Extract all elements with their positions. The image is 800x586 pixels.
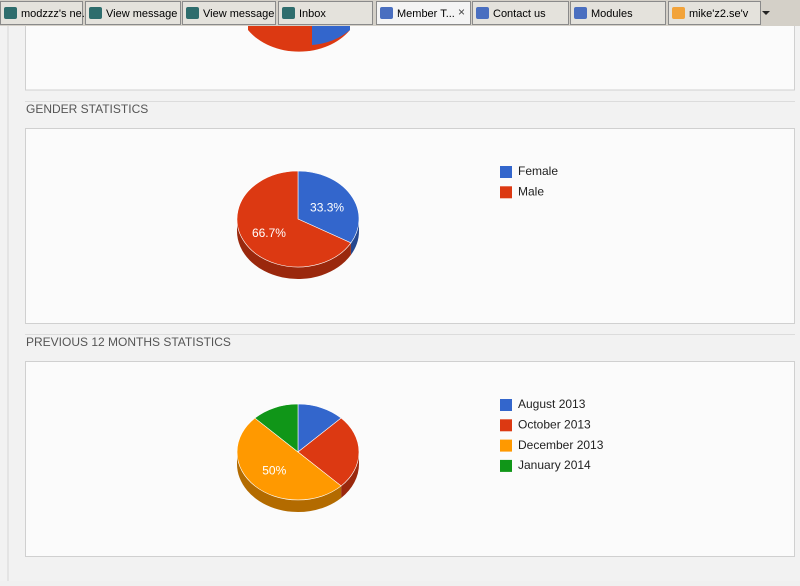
tab-close[interactable]: × (458, 5, 465, 19)
legend-label: January 2014 (518, 458, 591, 472)
slice-label: 33.3% (310, 200, 344, 214)
tab-title[interactable]: View message (106, 8, 177, 20)
pie-side (236, 219, 351, 280)
tab[interactable] (570, 1, 666, 25)
tab-menu[interactable] (762, 11, 770, 15)
legend-swatch (500, 439, 512, 452)
section-title: GENDER STATISTICS (26, 102, 148, 116)
tab-icon (672, 7, 685, 19)
tab-title[interactable]: Member T... (397, 8, 455, 20)
tab[interactable] (376, 1, 471, 25)
tab-icon (4, 7, 17, 19)
tab-title[interactable]: Inbox (299, 8, 326, 20)
tab-title[interactable]: Contact us (493, 8, 546, 20)
legend-label: Female (518, 164, 558, 178)
legend-swatch (500, 186, 512, 199)
slice-label: 50% (262, 463, 286, 477)
tab-icon (380, 7, 393, 19)
tab[interactable] (182, 1, 276, 25)
tab-title[interactable]: mike'z2.se'v (689, 8, 749, 20)
tab[interactable] (0, 1, 83, 25)
section-title: PREVIOUS 12 MONTHS STATISTICS (26, 335, 231, 349)
tab[interactable] (85, 1, 181, 25)
pie-slice (297, 417, 360, 487)
slice-label: 66.7% (252, 226, 286, 240)
legend-label: October 2013 (518, 417, 591, 431)
tab-icon (186, 7, 199, 19)
tab-icon (574, 7, 587, 19)
legend-swatch (500, 166, 512, 178)
pie-slice (236, 417, 342, 501)
pie-side (350, 219, 359, 255)
pie-side (341, 452, 359, 498)
tab-title[interactable]: Modules (591, 8, 633, 20)
legend-swatch (500, 399, 512, 411)
legend-swatch (500, 419, 512, 432)
tab-icon (89, 7, 102, 19)
pie-side (237, 452, 342, 512)
legend-label: August 2013 (518, 397, 586, 411)
pie-slice (254, 403, 299, 453)
tab-title[interactable]: View message (203, 8, 274, 20)
panel (25, 361, 795, 557)
pie-slice (297, 170, 360, 244)
legend-label: December 2013 (518, 438, 604, 452)
tab-icon (282, 7, 295, 19)
legend-label: Male (518, 184, 544, 198)
pie-slice (236, 170, 352, 268)
panel (25, 128, 795, 324)
tab[interactable] (472, 1, 569, 25)
legend-swatch (500, 459, 512, 472)
tab[interactable] (668, 1, 761, 25)
tab-icon (476, 7, 489, 19)
tab[interactable] (278, 1, 373, 25)
tab-title[interactable]: modzzz's ne... (21, 8, 91, 20)
